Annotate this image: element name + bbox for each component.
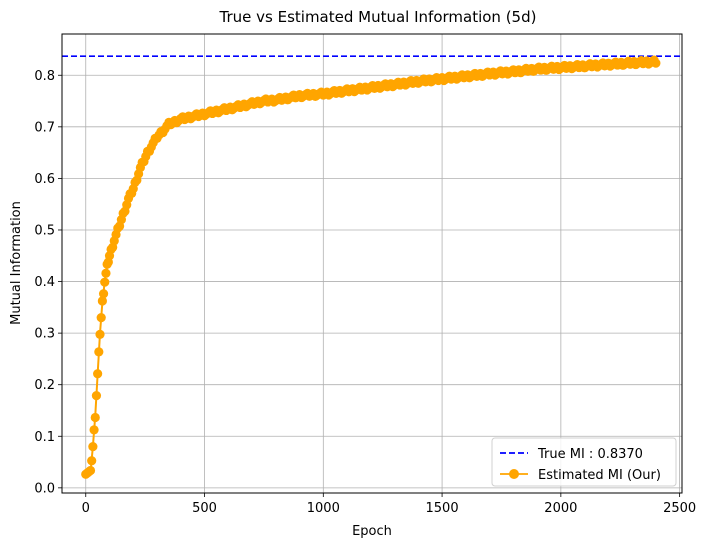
- estimated-mi-point: [101, 268, 111, 278]
- y-tick-label: 0.6: [34, 172, 55, 187]
- estimated-mi-point: [100, 277, 110, 287]
- legend-estimated-mi-swatch-marker: [509, 469, 519, 479]
- estimated-mi-point: [88, 441, 98, 452]
- estimated-mi-point: [97, 296, 107, 306]
- y-tick-label: 0.7: [34, 120, 55, 135]
- estimated-mi-point: [94, 347, 104, 357]
- estimated-mi-point: [96, 313, 106, 323]
- x-tick-label: 2000: [544, 501, 577, 516]
- grid-lines: [62, 34, 682, 493]
- legend-estimated-mi-label: Estimated MI (Our): [538, 468, 661, 483]
- series-layer: [62, 55, 682, 479]
- estimated-mi-point: [89, 425, 99, 435]
- estimated-mi-point: [98, 289, 109, 299]
- x-axis-label: Epoch: [352, 524, 392, 539]
- y-tick-label: 0.0: [34, 481, 55, 496]
- estimated-mi-point: [87, 456, 97, 466]
- estimated-mi-point: [95, 329, 105, 339]
- legend-box: [491, 437, 677, 487]
- y-tick-label: 0.1: [34, 430, 55, 445]
- tick-layer: 0 500 1000 1500 2000 2500 0.0 0.1 0.2 0.3 0.4 0.5 0.…: [34, 69, 696, 516]
- y-tick-label: 0.8: [34, 69, 55, 84]
- legend: True MI : 0.8370 Estimated MI (Our): [491, 437, 677, 487]
- y-tick-label: 0.3: [34, 327, 55, 342]
- y-tick-label: 0.4: [34, 275, 55, 290]
- x-tick-label: 0: [82, 501, 90, 516]
- estimated-mi-point: [91, 391, 102, 401]
- estimated-mi-point: [651, 58, 661, 68]
- x-tick-label: 2500: [663, 501, 696, 516]
- estimated-mi-point: [85, 465, 96, 476]
- x-tick-label: 1000: [307, 501, 340, 516]
- y-tick-label: 0.5: [34, 223, 55, 238]
- legend-true-mi-label: True MI : 0.8370: [537, 447, 643, 462]
- estimated-mi-point: [90, 412, 100, 423]
- estimated-mi-point: [93, 369, 103, 379]
- y-axis-label: Mutual Information: [9, 201, 24, 325]
- plot-frame: [61, 33, 683, 494]
- x-tick-label: 1500: [426, 501, 459, 516]
- y-tick-label: 0.2: [34, 378, 55, 393]
- x-tick-label: 500: [192, 501, 217, 516]
- chart-title: True vs Estimated Mutual Information (5d…: [219, 8, 537, 26]
